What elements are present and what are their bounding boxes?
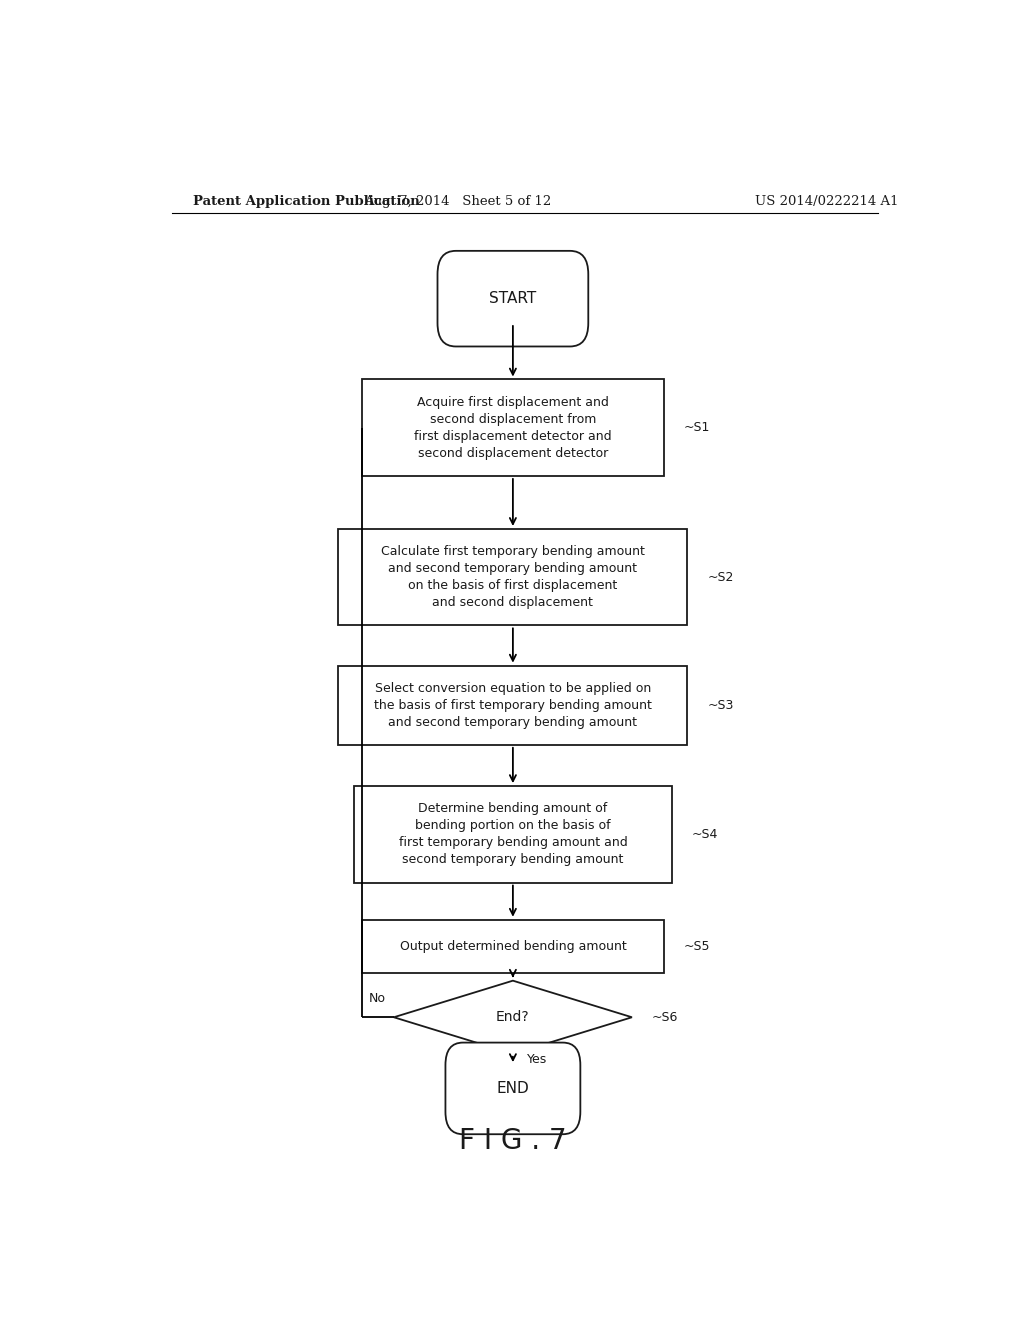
Text: Aug. 7, 2014   Sheet 5 of 12: Aug. 7, 2014 Sheet 5 of 12	[364, 194, 551, 207]
Bar	[338, 665, 687, 744]
Text: Output determined bending amount: Output determined bending amount	[399, 940, 627, 953]
Text: ~S2: ~S2	[708, 570, 734, 583]
Bar	[354, 785, 672, 883]
Bar	[338, 529, 687, 626]
FancyBboxPatch shape	[445, 1043, 581, 1134]
Text: START: START	[489, 292, 537, 306]
Text: ~S1: ~S1	[684, 421, 710, 434]
Bar	[362, 920, 664, 973]
FancyBboxPatch shape	[437, 251, 588, 346]
Text: ~S3: ~S3	[708, 698, 734, 711]
Text: F I G . 7: F I G . 7	[459, 1127, 566, 1155]
Text: Calculate first temporary bending amount
and second temporary bending amount
on : Calculate first temporary bending amount…	[381, 545, 645, 609]
Text: End?: End?	[496, 1010, 529, 1024]
Text: ~S6: ~S6	[652, 1011, 678, 1024]
Text: END: END	[497, 1081, 529, 1096]
Text: US 2014/0222214 A1: US 2014/0222214 A1	[755, 194, 898, 207]
Bar	[362, 379, 664, 477]
Text: Determine bending amount of
bending portion on the basis of
first temporary bend: Determine bending amount of bending port…	[398, 803, 628, 866]
Text: Yes: Yes	[527, 1053, 548, 1067]
Text: Patent Application Publication: Patent Application Publication	[194, 194, 420, 207]
Text: Select conversion equation to be applied on
the basis of first temporary bending: Select conversion equation to be applied…	[374, 681, 652, 729]
Text: Acquire first displacement and
second displacement from
first displacement detec: Acquire first displacement and second di…	[414, 396, 611, 459]
Text: ~S5: ~S5	[684, 940, 710, 953]
Text: ~S4: ~S4	[691, 828, 718, 841]
Polygon shape	[394, 981, 632, 1053]
Text: No: No	[369, 993, 386, 1006]
